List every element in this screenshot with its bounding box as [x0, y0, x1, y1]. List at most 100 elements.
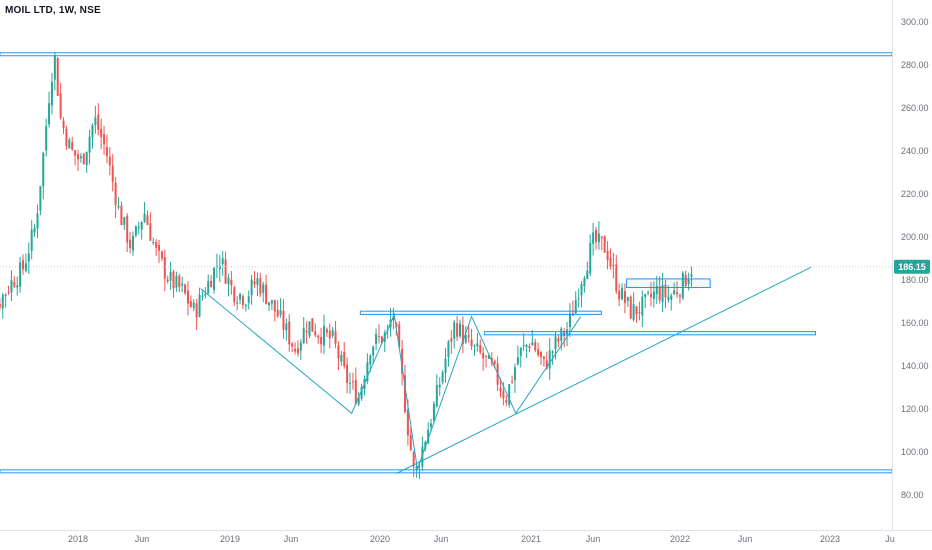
candle — [146, 210, 149, 226]
price-axis-label: 160.00 — [901, 318, 929, 328]
candle — [59, 82, 62, 120]
time-axis-label: 2020 — [370, 534, 390, 544]
candle — [516, 345, 519, 366]
candle — [10, 270, 13, 302]
candle — [82, 152, 85, 165]
candle — [629, 295, 632, 320]
candle — [447, 339, 450, 367]
candle — [444, 348, 447, 383]
candle — [184, 283, 187, 296]
candle — [79, 152, 82, 163]
candle — [198, 287, 201, 318]
time-axis-label: Jun — [284, 534, 299, 544]
candle — [603, 235, 606, 253]
candle — [91, 123, 94, 149]
price-zone[interactable] — [626, 278, 711, 289]
price-zone[interactable] — [483, 331, 817, 336]
drawings-layer[interactable] — [0, 52, 893, 474]
candle — [24, 253, 27, 273]
candle — [265, 274, 268, 305]
candle — [30, 219, 33, 260]
price-zone[interactable] — [359, 310, 602, 315]
candle — [123, 216, 126, 230]
candle — [485, 355, 488, 368]
horizontal-level[interactable] — [0, 52, 893, 57]
candle — [557, 335, 560, 347]
candle — [253, 271, 256, 288]
candle — [525, 343, 528, 359]
candle — [540, 350, 543, 366]
candle — [346, 357, 349, 394]
candle — [201, 289, 204, 301]
candle — [652, 281, 655, 308]
candle — [690, 266, 693, 287]
candle — [377, 324, 380, 344]
candle — [678, 293, 681, 304]
candle — [158, 239, 161, 264]
candle — [513, 363, 516, 393]
candle — [621, 283, 624, 301]
candle — [482, 346, 485, 371]
candle — [256, 272, 259, 297]
candle — [39, 186, 42, 216]
candle — [33, 223, 36, 238]
candle — [618, 283, 621, 307]
candle — [647, 290, 650, 296]
candle — [595, 226, 598, 250]
candle — [537, 342, 540, 358]
current-price-label: 186.15 — [898, 262, 926, 272]
candle — [273, 299, 276, 322]
candle — [655, 275, 658, 304]
candle — [1, 292, 4, 319]
candle — [305, 321, 308, 344]
candle — [317, 334, 320, 344]
candle — [239, 292, 242, 305]
candle — [250, 274, 253, 305]
candle — [56, 57, 59, 97]
candle — [360, 383, 363, 401]
candle — [88, 129, 91, 165]
candle — [638, 301, 641, 321]
candle — [322, 314, 325, 355]
candle — [62, 117, 65, 135]
candle — [291, 342, 294, 353]
candle — [314, 323, 317, 338]
candle — [609, 248, 612, 270]
candle — [508, 383, 511, 408]
price-axis[interactable]: 300.00 280.00 260.00 240.00 220.00 200.00 180.… — [901, 17, 929, 500]
candle — [100, 118, 103, 150]
candle — [85, 151, 88, 173]
candle — [160, 250, 163, 262]
candle — [259, 272, 262, 297]
candle — [467, 324, 470, 343]
candle — [606, 241, 609, 270]
candle — [175, 271, 178, 292]
candle — [470, 328, 473, 350]
candle — [270, 299, 273, 310]
candle — [461, 316, 464, 354]
candle — [189, 295, 192, 308]
candle — [499, 377, 502, 398]
candle — [438, 377, 441, 396]
candle — [458, 319, 461, 339]
candle — [267, 302, 270, 311]
candle — [42, 151, 45, 200]
candle — [580, 281, 583, 308]
trend-line[interactable] — [396, 266, 812, 474]
candle — [349, 372, 352, 394]
candle — [511, 375, 514, 384]
candle — [4, 293, 7, 308]
time-axis-label: 2018 — [68, 534, 88, 544]
horizontal-level[interactable] — [0, 469, 893, 474]
candle — [664, 280, 667, 309]
current-price-badge: 186.15 — [0, 259, 930, 274]
zigzag-pattern[interactable] — [200, 288, 582, 470]
candle — [681, 271, 684, 301]
candle — [74, 150, 77, 166]
time-axis[interactable]: 2018 Jun 2019 Jun 2020 Jun 2021 Jun 2022 Jun 2023 J… — [68, 534, 895, 544]
candle — [294, 342, 297, 355]
candle — [178, 273, 181, 293]
candle — [589, 234, 592, 277]
time-axis-label: Jun — [586, 534, 601, 544]
